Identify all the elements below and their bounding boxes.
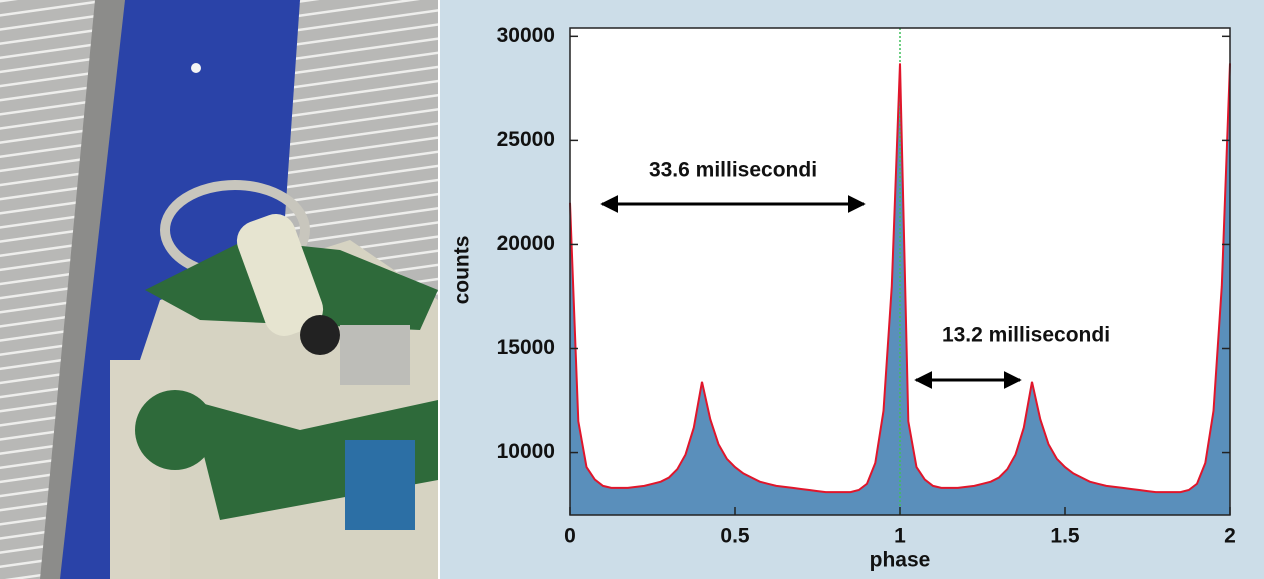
plot: [569, 28, 1231, 516]
y-tick-label: 10000: [497, 440, 555, 463]
telescope-photo: [0, 0, 438, 579]
x-axis-label: phase: [870, 549, 931, 572]
annotation: 13.2 millisecondi: [942, 324, 1110, 347]
x-tick-label: 2: [1224, 525, 1236, 548]
x-tick-label: 0: [564, 525, 576, 548]
line: [569, 63, 1231, 494]
y-tick-label: 30000: [497, 24, 555, 47]
x-tick-label: 0.5: [720, 525, 750, 548]
y-axis-label: counts: [451, 236, 474, 305]
y-tick-label: 15000: [497, 336, 555, 359]
y-tick-label: 20000: [497, 232, 555, 255]
x-tick-label: 1: [894, 525, 906, 548]
x-tick-label: 1.5: [1050, 525, 1080, 548]
y-tick-label: 25000: [497, 128, 555, 151]
annotation: 33.6 millisecondi: [649, 159, 817, 182]
